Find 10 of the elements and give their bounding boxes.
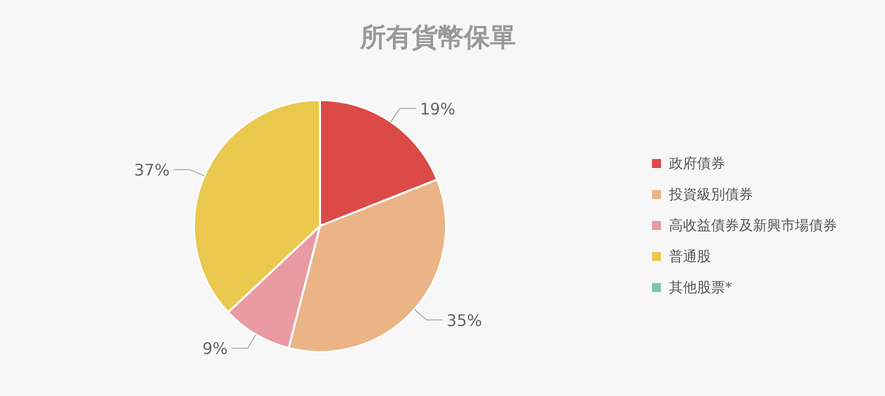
data-label: 35% <box>446 310 482 330</box>
legend-label: 高收益債券及新興市場債券 <box>669 218 837 234</box>
chart-title: 所有貨幣保單 <box>359 23 516 53</box>
legend-label: 政府債券 <box>669 156 725 172</box>
legend-label: 普通股 <box>669 248 711 265</box>
legend-label: 投資級別債券 <box>668 187 753 203</box>
data-label: 9% <box>202 339 228 358</box>
data-label: 37% <box>134 160 170 180</box>
legend-label: 其他股票* <box>669 280 732 296</box>
data-label: 19% <box>420 100 456 119</box>
